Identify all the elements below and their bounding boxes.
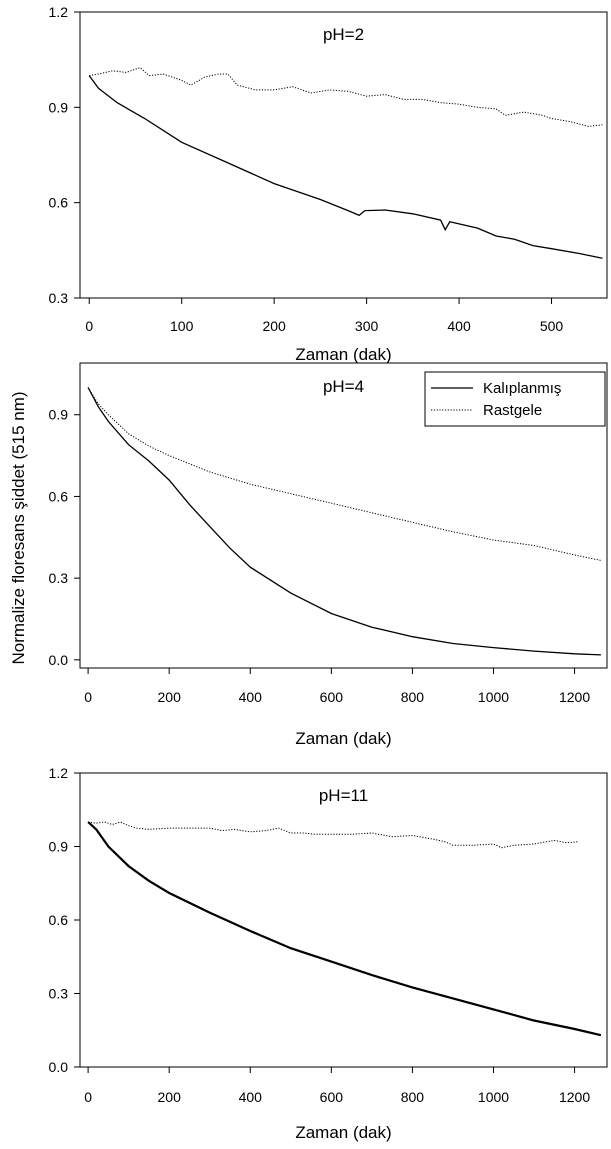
x-tick-label: 1200 <box>559 689 590 705</box>
x-tick-label: 0 <box>85 318 93 334</box>
panels: 0 100 200 300 400 500 0.3 0.6 0.9 1.2 Zaman (dak) p… <box>49 4 608 1142</box>
x-axis-title: Zaman (dak) <box>295 1123 391 1142</box>
x-tick-label: 0 <box>84 1089 92 1105</box>
x-tick-label: 400 <box>239 689 263 705</box>
plot-frame <box>79 772 608 1068</box>
series-line-kaliplanmis <box>87 387 601 656</box>
y-tick-label: 0.3 <box>49 570 69 586</box>
x-tick-label: 1000 <box>478 1089 509 1105</box>
x-tick-label: 600 <box>320 689 344 705</box>
y-tick-label: 0.0 <box>49 652 69 668</box>
x-tick-label: 1000 <box>478 689 509 705</box>
x-tick-label: 800 <box>401 1089 425 1105</box>
x-tick-label: 100 <box>170 318 194 334</box>
x-axis-title: Zaman (dak) <box>295 729 391 748</box>
plot-frame <box>79 11 608 299</box>
x-tick-label: 600 <box>320 1089 344 1105</box>
x-tick-label: 200 <box>158 689 182 705</box>
panel-title: pH=4 <box>323 377 364 396</box>
legend-label: Rastgele <box>483 402 542 419</box>
legend-box <box>424 371 606 427</box>
y-tick-label: 1.2 <box>49 765 69 781</box>
chart-panel-1: 0 100 200 300 400 500 0.3 0.6 0.9 1.2 Zaman (dak) p… <box>49 4 608 364</box>
plot-frame <box>79 362 608 669</box>
x-tick-label: 1200 <box>559 1089 590 1105</box>
x-tick-label: 200 <box>262 318 286 334</box>
y-tick-label: 0.9 <box>49 407 69 423</box>
shared-y-axis-label: Normalize floresans şiddet (515 nm) <box>9 391 28 664</box>
legend-label: Kalıplanmış <box>483 380 561 397</box>
x-tick-label: 800 <box>401 689 425 705</box>
y-tick-label: 1.2 <box>49 4 69 20</box>
y-tick-label: 0.9 <box>49 99 69 115</box>
series-line-rastgele <box>89 67 603 127</box>
panel-title: pH=11 <box>319 786 368 805</box>
series-line-rastgele <box>88 821 579 849</box>
series-line-kaliplanmis <box>87 821 602 1037</box>
series-line-kaliplanmis <box>88 75 603 259</box>
x-tick-label: 500 <box>540 318 564 334</box>
x-tick-label: 400 <box>447 318 471 334</box>
y-tick-label: 0.6 <box>49 195 69 211</box>
chart-panel-3: 0 200 400 600 800 1000 1200 0.0 0.3 0.6 0.9 1.2 Zama… <box>49 765 608 1142</box>
x-tick-label: 0 <box>84 689 92 705</box>
legend: Kalıplanmış Rastgele <box>424 371 606 427</box>
x-tick-label: 400 <box>239 1089 263 1105</box>
y-tick-label: 0.3 <box>49 290 69 306</box>
y-tick-label: 0.0 <box>49 1059 69 1075</box>
x-axis-title: Zaman (dak) <box>295 345 391 364</box>
x-tick-label: 200 <box>158 1089 182 1105</box>
y-tick-label: 0.6 <box>49 488 69 504</box>
x-tick-label: 300 <box>355 318 379 334</box>
chart-panel-2: 0 200 400 600 800 1000 1200 0.0 0.3 0.6 0.9 Zaman (… <box>49 362 608 748</box>
y-tick-label: 0.9 <box>49 839 69 855</box>
series-line-rastgele <box>87 387 602 561</box>
y-tick-label: 0.3 <box>49 986 69 1002</box>
panel-title: pH=2 <box>323 25 364 44</box>
y-tick-label: 0.6 <box>49 912 69 928</box>
